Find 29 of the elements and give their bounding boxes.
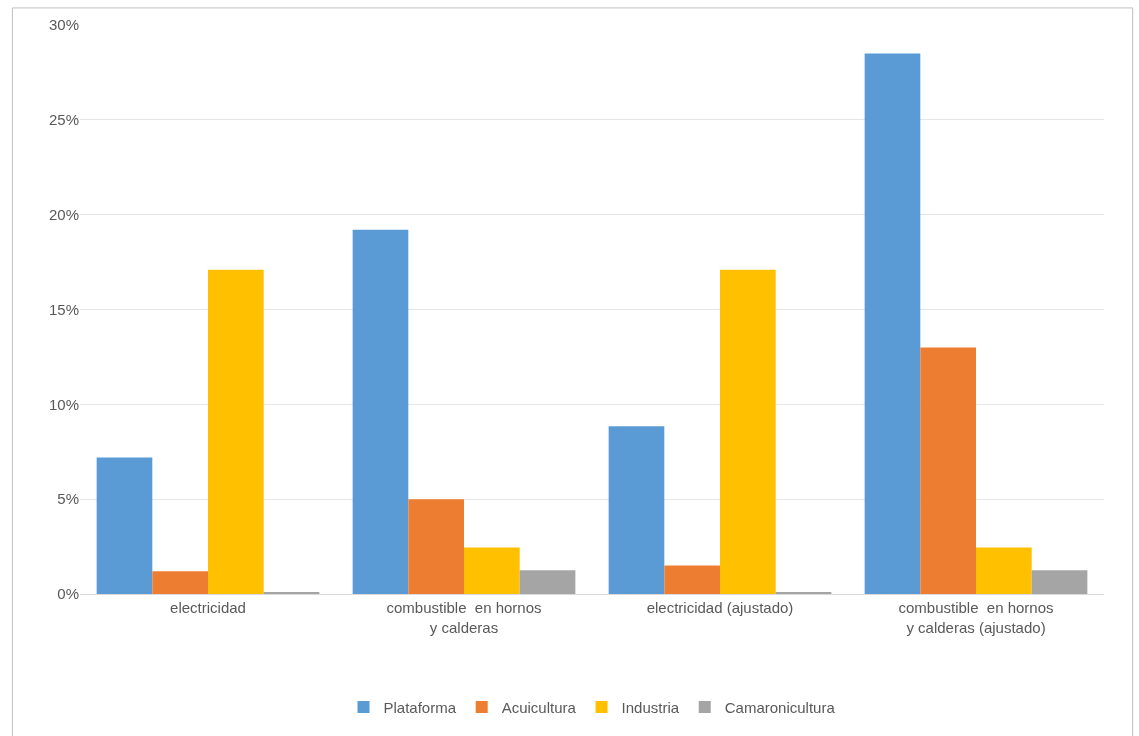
x-tick-label: electricidad (ajustado) bbox=[646, 599, 794, 616]
bar bbox=[864, 53, 921, 594]
bar bbox=[408, 499, 464, 594]
x-tick-label: combustible en hornos y calderas bbox=[386, 599, 542, 636]
bar bbox=[464, 547, 520, 594]
bar bbox=[96, 457, 153, 594]
y-tick-label: 5% bbox=[57, 490, 79, 508]
bar bbox=[976, 547, 1032, 594]
bar bbox=[1031, 570, 1088, 594]
bar bbox=[920, 347, 976, 594]
bar bbox=[208, 269, 264, 594]
x-tick-label: electricidad bbox=[170, 599, 246, 616]
y-tick-label: 30% bbox=[48, 16, 79, 34]
bar bbox=[720, 269, 776, 594]
x-tick-label: combustible en hornos y calderas (ajustado) bbox=[898, 599, 1054, 636]
y-tick-label: 0% bbox=[57, 585, 79, 603]
bar bbox=[664, 565, 720, 594]
legend-label: Plataforma bbox=[383, 698, 457, 716]
bar bbox=[608, 426, 665, 594]
y-tick-label: 25% bbox=[48, 111, 79, 129]
bar bbox=[352, 229, 409, 594]
legend-label: Industria bbox=[621, 698, 680, 716]
bar bbox=[519, 570, 576, 594]
legend-label: Acuicultura bbox=[501, 698, 577, 716]
y-tick-label: 10% bbox=[48, 395, 79, 413]
y-tick-label: 15% bbox=[48, 300, 79, 318]
bar bbox=[152, 571, 208, 594]
legend-label: Camaronicultura bbox=[724, 698, 836, 716]
y-tick-label: 20% bbox=[48, 205, 79, 223]
